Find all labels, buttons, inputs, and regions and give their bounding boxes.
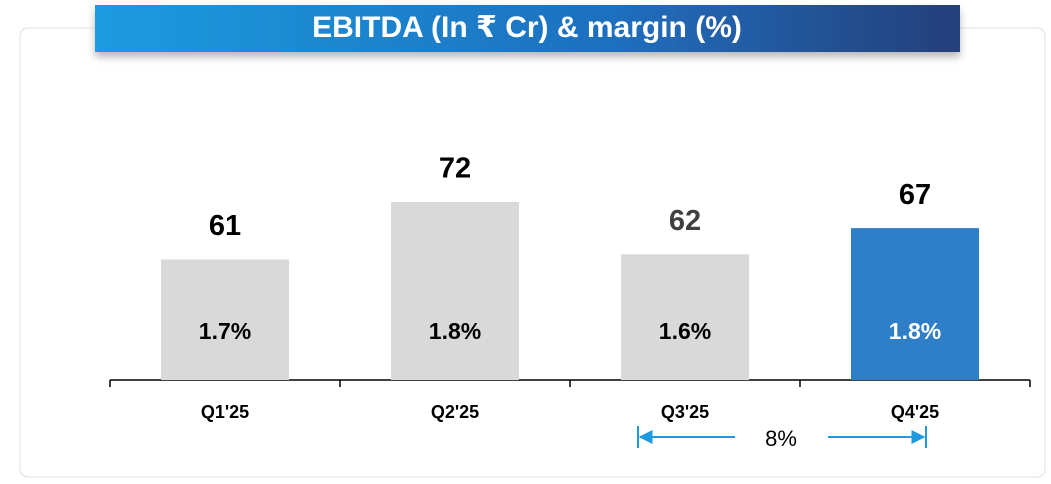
bar	[161, 259, 289, 380]
x-tick-label: Q4'25	[891, 402, 939, 422]
x-tick-label: Q1'25	[201, 402, 249, 422]
margin-label: 1.8%	[889, 318, 941, 344]
bar	[391, 201, 519, 380]
bar	[621, 254, 749, 380]
annotation-text: 8%	[765, 426, 797, 451]
margin-label: 1.7%	[199, 318, 251, 344]
x-tick-label: Q2'25	[431, 402, 479, 422]
chart-title: EBITDA (In ₹ Cr) & margin (%)	[312, 11, 742, 44]
growth-annotation: 8%	[637, 426, 927, 451]
bar	[851, 228, 979, 380]
margin-label: 1.8%	[429, 318, 481, 344]
margin-label: 1.6%	[659, 318, 711, 344]
title-box	[95, 5, 960, 52]
value-label: 61	[209, 210, 241, 242]
value-label: 67	[899, 179, 931, 211]
x-tick-label: Q3'25	[661, 402, 709, 422]
value-label: 62	[669, 205, 701, 237]
value-label: 72	[439, 153, 471, 185]
